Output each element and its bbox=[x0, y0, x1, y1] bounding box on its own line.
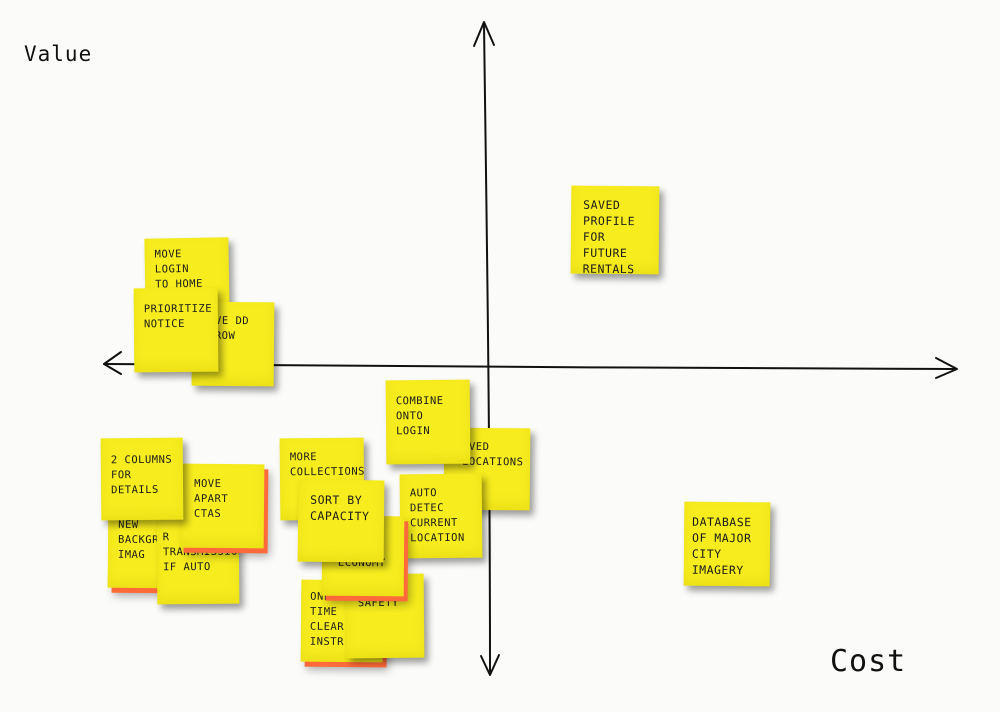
cost-axis-arrow-right bbox=[935, 357, 958, 379]
note-text: Auto detec current location bbox=[409, 487, 465, 545]
sticky-note-saved-profile[interactable]: Saved profile for future rentals bbox=[570, 185, 660, 275]
note-text: safety bbox=[357, 596, 399, 610]
sticky-note-sort-by-capacity[interactable]: Sort by capacity bbox=[297, 479, 385, 563]
value-axis-arrow-bottom bbox=[480, 654, 500, 676]
sticky-note-database-city-imagery[interactable]: Database of major city imagery bbox=[683, 501, 771, 587]
sticky-note-move-apart-ctas[interactable]: move apart CTAs bbox=[179, 463, 265, 549]
note-text: 2 columns for details bbox=[110, 453, 173, 497]
value-axis-line bbox=[483, 23, 491, 673]
value-axis-arrow-top bbox=[473, 21, 495, 47]
note-text: Sort by capacity bbox=[309, 492, 370, 524]
sticky-note-combine-onto-login[interactable]: Combine onto login bbox=[385, 379, 471, 465]
note-text: Combine onto login bbox=[395, 394, 444, 438]
note-text: Saved profile for future rentals bbox=[582, 197, 636, 275]
sticky-note-two-columns[interactable]: 2 columns for details bbox=[100, 437, 184, 521]
sticky-note-prioritize-notice[interactable]: Prioritize notice bbox=[133, 287, 219, 373]
cost-axis-label: Cost bbox=[830, 644, 907, 679]
sticky-note-auto-detect-location[interactable]: Auto detec current location bbox=[399, 473, 483, 559]
note-text: Prioritize notice bbox=[143, 302, 213, 331]
note-text: aved locations bbox=[462, 440, 524, 469]
note-text: move apart CTAs bbox=[193, 477, 229, 520]
cost-axis-arrow-left bbox=[103, 351, 122, 375]
note-text: Database of major city imagery bbox=[691, 514, 752, 578]
note-text: More collections bbox=[289, 451, 365, 479]
value-axis-label: Value bbox=[24, 42, 93, 66]
